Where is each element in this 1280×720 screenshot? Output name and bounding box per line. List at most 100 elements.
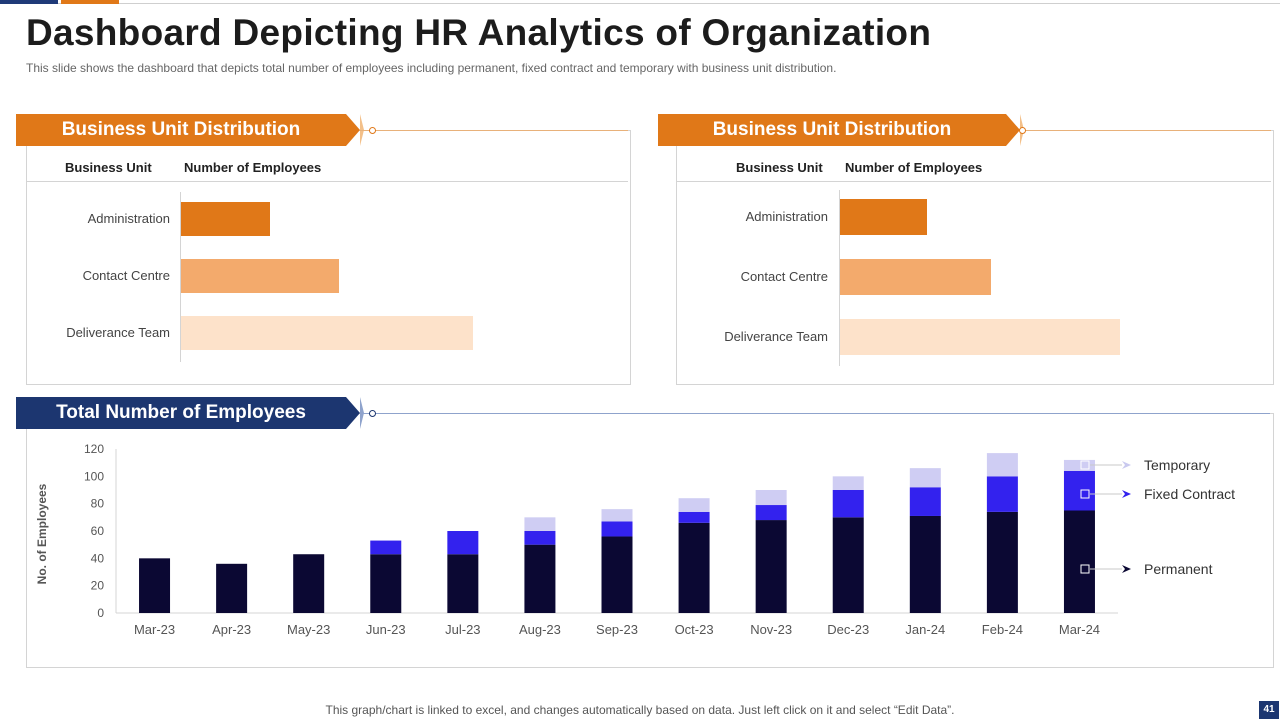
bar-fixed-contract-nov-23: [755, 505, 787, 521]
bar-fixed-contract-dec-23: [832, 490, 864, 518]
legend-arrow-fixed-contract: [1122, 490, 1131, 498]
bu-bar-deliverance-team-left: [181, 316, 473, 350]
banner-connector-left: [360, 130, 628, 131]
banner-connector-right: [1020, 130, 1271, 131]
x-tick-label: Jul-23: [445, 622, 480, 637]
y-tick-label: 20: [91, 579, 105, 593]
y-tick-label: 0: [97, 606, 104, 620]
bar-fixed-contract-sep-23: [601, 521, 633, 537]
business-unit-banner-left: Business Unit Distribution: [16, 114, 364, 146]
banner-notch: [346, 397, 360, 429]
y-tick-label: 100: [84, 469, 104, 483]
bu-bar-deliverance-team-right: [840, 319, 1121, 355]
bar-permanent-jul-23: [447, 554, 479, 613]
footer-note: This graph/chart is linked to excel, and…: [325, 703, 955, 717]
banner-connector-dot-right: [1019, 127, 1026, 134]
col-header-business-unit-left: Business Unit: [65, 160, 152, 175]
banner-notch: [346, 114, 360, 146]
x-tick-label: Sep-23: [596, 622, 638, 637]
x-tick-label: Oct-23: [675, 622, 714, 637]
x-tick-label: Mar-23: [134, 622, 175, 637]
header-rule-right: [677, 181, 1271, 182]
bar-temporary-aug-23: [524, 517, 556, 531]
legend-arrow-permanent: [1122, 565, 1131, 573]
bar-permanent-may-23: [293, 554, 325, 613]
y-axis-title: No. of Employees: [35, 483, 49, 584]
x-tick-label: Jun-23: [366, 622, 406, 637]
y-tick-label: 60: [91, 524, 105, 538]
bar-permanent-sep-23: [601, 536, 633, 613]
bu-bar-administration-right: [840, 199, 927, 235]
col-header-employees-left: Number of Employees: [184, 160, 322, 175]
banner-connector-dot-left: [369, 127, 376, 134]
y-tick-label: 40: [91, 551, 105, 565]
x-tick-label: Aug-23: [519, 622, 561, 637]
legend-label-permanent: Permanent: [1144, 561, 1213, 577]
bar-permanent-oct-23: [678, 522, 710, 613]
bar-temporary-feb-24: [986, 453, 1018, 477]
page-title: Dashboard Depicting HR Analytics of Orga…: [26, 12, 932, 53]
header-rule-left: [27, 181, 628, 182]
x-tick-label: Jan-24: [905, 622, 945, 637]
y-tick-label: 80: [91, 497, 105, 511]
bar-permanent-feb-24: [986, 511, 1018, 613]
y-tick-label: 120: [84, 442, 104, 456]
bu-label-administration-right: Administration: [745, 209, 828, 224]
bu-bar-contact-centre-right: [840, 259, 992, 295]
bu-label-deliverance-team-left: Deliverance Team: [66, 325, 170, 340]
bar-permanent-nov-23: [755, 520, 787, 613]
banner-connector-dot-employees: [369, 410, 376, 417]
bar-permanent-apr-23: [216, 563, 248, 613]
bar-axis-right: [839, 190, 840, 366]
bar-temporary-jan-24: [909, 468, 941, 488]
bar-fixed-contract-aug-23: [524, 531, 556, 545]
bar-temporary-oct-23: [678, 498, 710, 512]
bar-permanent-aug-23: [524, 544, 556, 613]
x-tick-label: Mar-24: [1059, 622, 1100, 637]
x-tick-label: Nov-23: [750, 622, 792, 637]
bu-bar-administration-left: [181, 202, 271, 236]
bar-fixed-contract-jan-24: [909, 487, 941, 516]
bu-label-deliverance-team-right: Deliverance Team: [724, 329, 828, 344]
bar-temporary-dec-23: [832, 476, 864, 490]
col-header-employees-right: Number of Employees: [845, 160, 983, 175]
x-tick-label: Feb-24: [982, 622, 1023, 637]
page-number: 41: [1259, 701, 1279, 719]
bar-temporary-mar-24: [1063, 459, 1095, 471]
legend-swatch-temporary: [1080, 460, 1090, 470]
legend-label-temporary: Temporary: [1144, 457, 1210, 473]
banner-connector-employees: [360, 413, 1270, 414]
bar-temporary-nov-23: [755, 490, 787, 506]
bar-permanent-jun-23: [370, 554, 402, 613]
bu-bar-contact-centre-left: [181, 259, 339, 293]
x-tick-label: Apr-23: [212, 622, 251, 637]
top-accent-orange: [61, 0, 119, 4]
top-rule: [0, 3, 1280, 4]
employees-banner-text: Total Number of Employees: [56, 402, 306, 423]
bu-label-contact-centre-left: Contact Centre: [82, 268, 170, 283]
bar-temporary-sep-23: [601, 509, 633, 522]
bar-permanent-mar-23: [139, 558, 171, 613]
bar-permanent-mar-24: [1063, 510, 1095, 613]
top-accent-navy: [0, 0, 58, 4]
col-header-business-unit-right: Business Unit: [736, 160, 823, 175]
bu-label-administration-left: Administration: [87, 211, 170, 226]
legend-arrow-temporary: [1122, 461, 1131, 469]
banner-notch: [1006, 114, 1020, 146]
legend-swatch-fixed-contract: [1080, 489, 1090, 499]
business-unit-banner-right: Business Unit Distribution: [658, 114, 1024, 146]
bar-permanent-jan-24: [909, 515, 941, 613]
bar-fixed-contract-jun-23: [370, 540, 402, 555]
bar-axis-left: [180, 192, 181, 362]
bar-fixed-contract-feb-24: [986, 476, 1018, 512]
bar-fixed-contract-mar-24: [1063, 470, 1095, 511]
bar-permanent-dec-23: [832, 517, 864, 613]
business-unit-banner-right-text: Business Unit Distribution: [712, 119, 952, 140]
x-tick-label: May-23: [287, 622, 330, 637]
bu-label-contact-centre-right: Contact Centre: [740, 269, 828, 284]
bar-fixed-contract-jul-23: [447, 531, 479, 555]
legend-label-fixed-contract: Fixed Contract: [1144, 486, 1235, 502]
page-subtitle: This slide shows the dashboard that depi…: [26, 61, 837, 75]
x-tick-label: Dec-23: [827, 622, 869, 637]
